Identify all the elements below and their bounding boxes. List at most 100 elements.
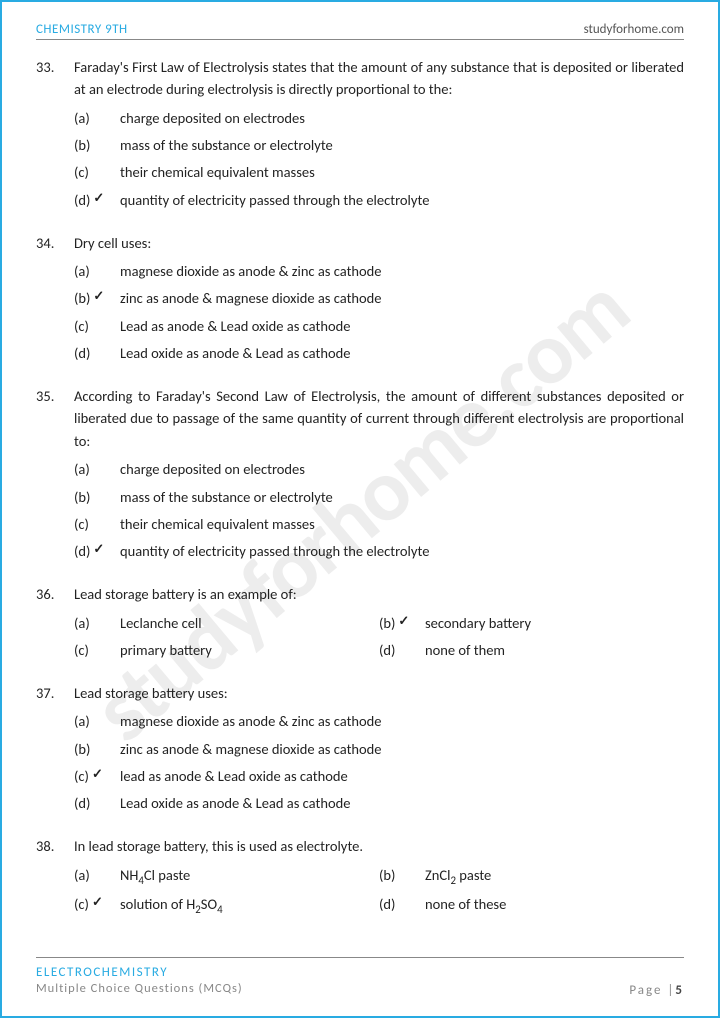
option: (d)Lead oxide as anode & Lead as cathode — [74, 792, 684, 815]
option: (d) Lead oxide as anode & Lead as cathode — [74, 342, 684, 365]
option-list: (a)magnese dioxide as anode & zinc as ca… — [36, 260, 684, 365]
option-label: (a) — [74, 612, 120, 635]
option-list: (a)NH4Cl paste(b)ZnCl2 paste(c)✓solution… — [36, 864, 684, 919]
option-text: mass of the substance or electrolyte — [120, 134, 684, 157]
option-text: zinc as anode & magnese dioxide as catho… — [120, 287, 684, 310]
option-label: (d) — [74, 792, 120, 815]
question: 37.Lead storage battery uses:(a)magnese … — [36, 682, 684, 815]
page-number: 5 — [675, 983, 684, 998]
option-row: (b)✓zinc as anode & magnese dioxide as c… — [74, 287, 684, 310]
check-icon: ✓ — [92, 765, 103, 786]
option-label: (b) — [74, 134, 120, 157]
option-text: Lead oxide as anode & Lead as cathode — [120, 792, 684, 815]
option-label: (d) — [379, 639, 425, 662]
option-label: (c)✓ — [74, 893, 120, 918]
option-letter: (d) — [74, 342, 90, 365]
option-letter: (b) — [379, 612, 395, 635]
option-text: their chemical equivalent masses — [120, 161, 684, 184]
option-text: NH4Cl paste — [120, 864, 379, 889]
option: (b) mass of the substance or electrolyte — [74, 134, 684, 157]
option: (a)magnese dioxide as anode & zinc as ca… — [74, 710, 684, 733]
question: 35.According to Faraday's Second Law of … — [36, 385, 684, 563]
option-letter: (b) — [74, 738, 90, 761]
check-icon: ✓ — [398, 612, 409, 633]
option: (c)✓solution of H2SO4 — [74, 893, 379, 918]
option-text: charge deposited on electrodes — [120, 107, 684, 130]
check-icon: ✓ — [92, 893, 103, 914]
page-header: CHEMISTRY 9TH studyforhome.com — [36, 22, 684, 40]
option-row: (b)mass of the substance or electrolyte — [74, 486, 684, 509]
page-footer: ELECTROCHEMISTRY Multiple Choice Questio… — [36, 957, 684, 998]
question-number: 36. — [36, 583, 74, 605]
option-row: (d)Lead oxide as anode & Lead as cathode — [74, 792, 684, 815]
option-letter: (d) — [74, 189, 90, 212]
option-letter: (c) — [74, 315, 89, 338]
option-text: Leclanche cell — [120, 612, 379, 635]
option-list: (a)magnese dioxide as anode & zinc as ca… — [36, 710, 684, 815]
option-text: Lead oxide as anode & Lead as cathode — [120, 342, 684, 365]
option-label: (b) — [74, 738, 120, 761]
question-stem: 35.According to Faraday's Second Law of … — [36, 385, 684, 452]
question-text: Lead storage battery uses: — [74, 682, 684, 704]
footer-topic: ELECTROCHEMISTRY — [36, 964, 243, 982]
option-label: (d)✓ — [74, 540, 120, 563]
option: (c)Lead as anode & Lead oxide as cathode — [74, 315, 684, 338]
option-label: (a) — [74, 710, 120, 733]
option-letter: (d) — [74, 540, 90, 563]
option-row: (a)magnese dioxide as anode & zinc as ca… — [74, 710, 684, 733]
option-row: (c) their chemical equivalent masses — [74, 161, 684, 184]
option-list: (a)Leclanche cell(b)✓secondary battery(c… — [36, 612, 684, 662]
page-label: Page | — [629, 983, 675, 998]
option-label: (d) — [74, 342, 120, 365]
check-icon: ✓ — [93, 287, 104, 308]
option: (c) their chemical equivalent masses — [74, 513, 684, 536]
option-text: none of them — [425, 639, 684, 662]
option-letter: (a) — [74, 458, 90, 481]
question-stem: 36.Lead storage battery is an example of… — [36, 583, 684, 605]
question-stem: 33.Faraday's First Law of Electrolysis s… — [36, 56, 684, 101]
option-label: (c)✓ — [74, 765, 120, 788]
question: 38.In lead storage battery, this is used… — [36, 835, 684, 918]
option-label: (c) — [74, 161, 120, 184]
footer-subtitle: Multiple Choice Questions (MCQs) — [36, 981, 243, 998]
option: (a)NH4Cl paste — [74, 864, 379, 889]
option-row: (c)primary battery(d)none of them — [74, 639, 684, 662]
option-label: (d)✓ — [74, 189, 120, 212]
option-label: (b)✓ — [379, 612, 425, 635]
option-letter: (c) — [74, 513, 89, 536]
option-row: (a)NH4Cl paste(b)ZnCl2 paste — [74, 864, 684, 889]
question-text: Dry cell uses: — [74, 232, 684, 254]
question-number: 33. — [36, 56, 74, 101]
option-letter: (a) — [74, 710, 90, 733]
option-letter: (c) — [74, 161, 89, 184]
option-text: secondary battery — [425, 612, 684, 635]
option: (c)✓lead as anode & Lead oxide as cathod… — [74, 765, 684, 788]
option-text: quantity of electricity passed through t… — [120, 189, 684, 212]
option-label: (c) — [74, 513, 120, 536]
option-letter: (b) — [74, 134, 90, 157]
question: 33.Faraday's First Law of Electrolysis s… — [36, 56, 684, 212]
option: (b)ZnCl2 paste — [379, 864, 684, 889]
question-text: Lead storage battery is an example of: — [74, 583, 684, 605]
question: 34.Dry cell uses: (a)magnese dioxide as a… — [36, 232, 684, 365]
option-letter: (d) — [379, 639, 395, 662]
question-stem: 38.In lead storage battery, this is used… — [36, 835, 684, 857]
question-number: 34. — [36, 232, 74, 254]
option-text: their chemical equivalent masses — [120, 513, 684, 536]
option-row: (c)✓solution of H2SO4(d)none of these — [74, 893, 684, 918]
option: (a) Leclanche cell — [74, 612, 379, 635]
option-letter: (a) — [74, 612, 90, 635]
option-row: (c)Lead as anode & Lead oxide as cathode — [74, 315, 684, 338]
option-list: (a)charge deposited on electrodes(b)mass… — [36, 107, 684, 212]
question-stem: 34.Dry cell uses: — [36, 232, 684, 254]
option-row: (a)charge deposited on electrodes — [74, 458, 684, 481]
option: (b)✓zinc as anode & magnese dioxide as c… — [74, 287, 684, 310]
option: (d) none of them — [379, 639, 684, 662]
question: 36.Lead storage battery is an example of… — [36, 583, 684, 662]
option-text: magnese dioxide as anode & zinc as catho… — [120, 260, 684, 283]
option-row: (a)magnese dioxide as anode & zinc as ca… — [74, 260, 684, 283]
option-label: (c) — [74, 639, 120, 662]
question-number: 38. — [36, 835, 74, 857]
option-text: mass of the substance or electrolyte — [120, 486, 684, 509]
option-letter: (d) — [379, 893, 395, 916]
